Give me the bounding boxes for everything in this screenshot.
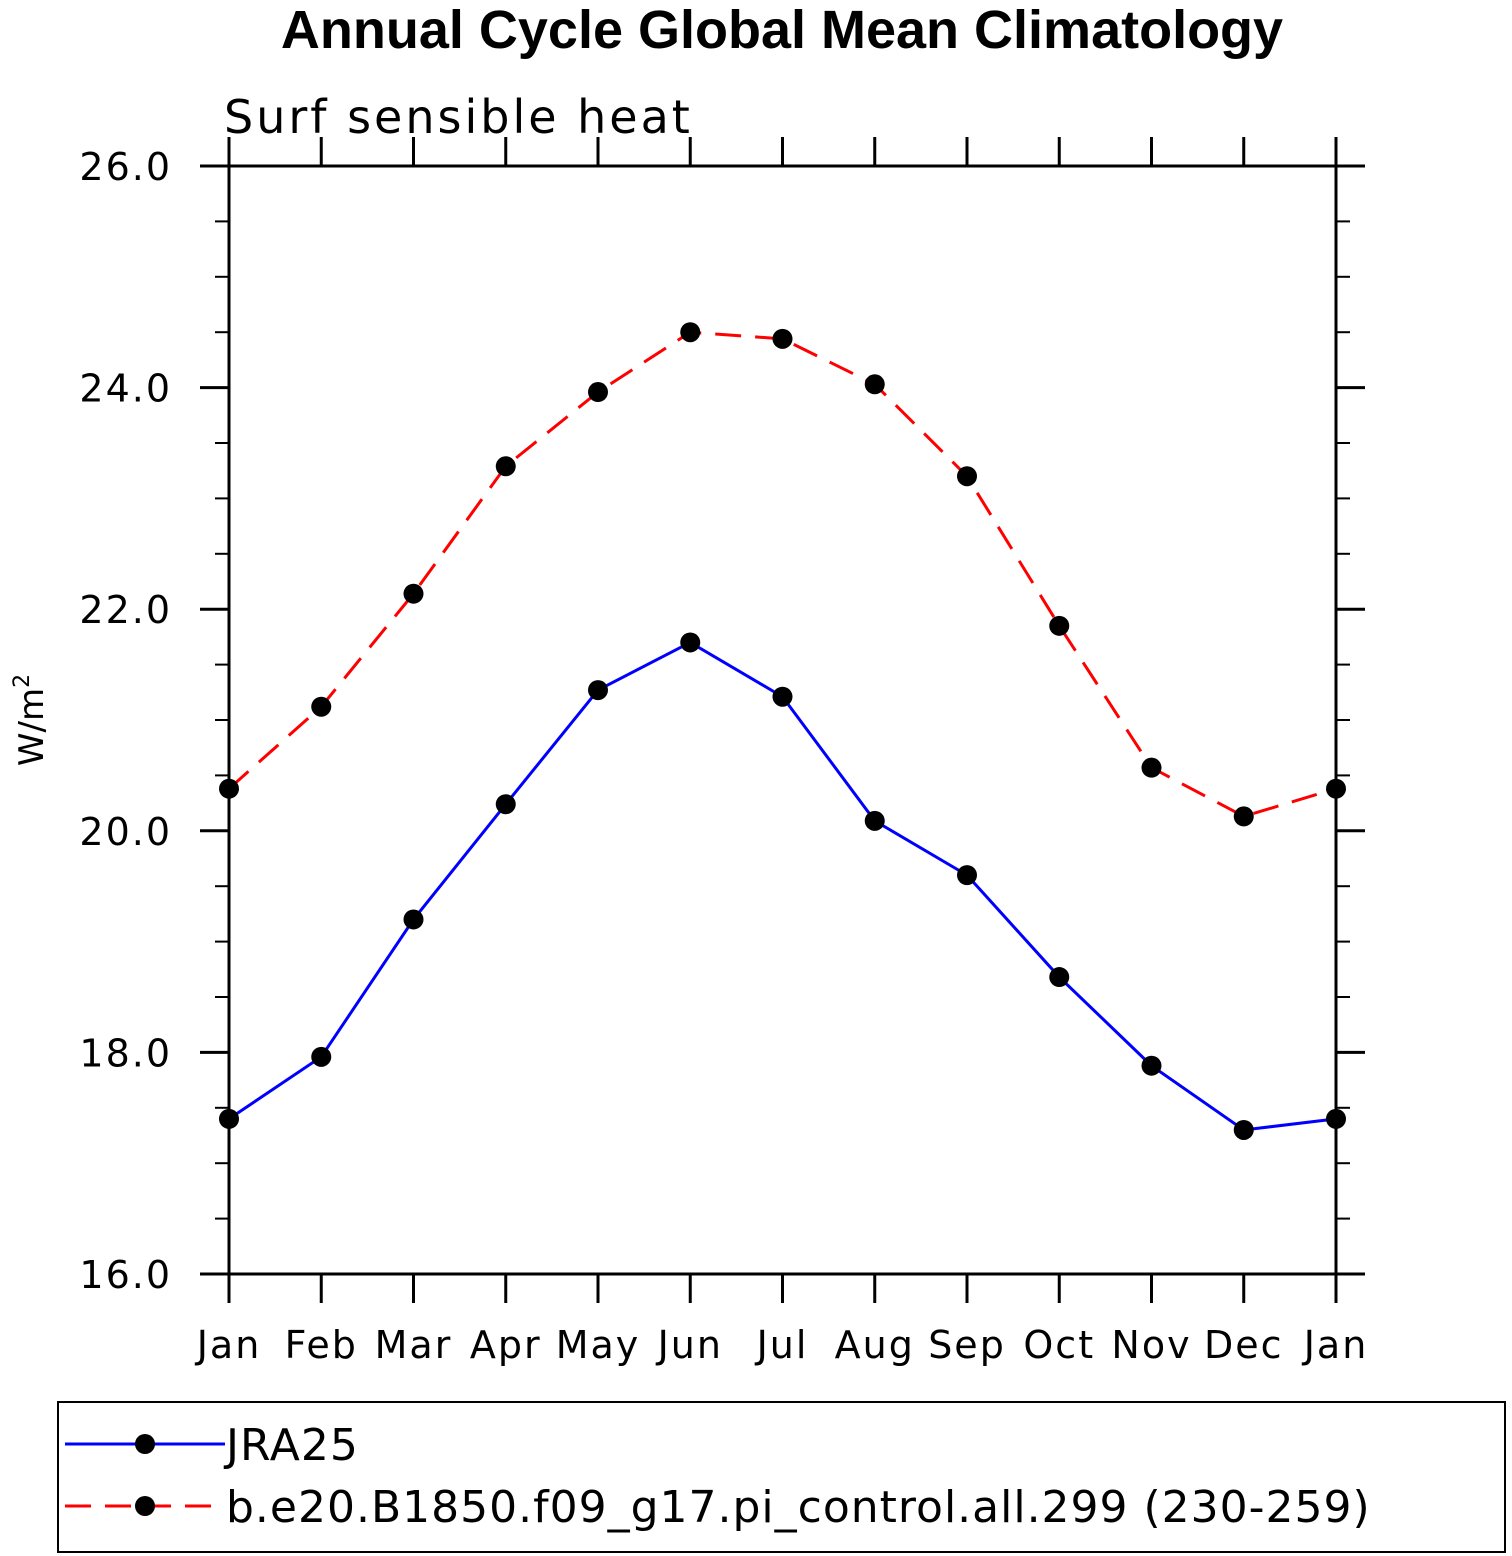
x-tick-label: Oct — [1023, 1323, 1095, 1367]
series-line-1 — [228, 640, 1337, 1132]
y-axis-unit: W/m — [12, 688, 52, 766]
x-tick-label: Jun — [656, 1323, 723, 1367]
chart-title: Annual Cycle Global Mean Climatology — [281, 0, 1283, 60]
series-2-point — [957, 466, 977, 487]
x-tick-label: Aug — [835, 1323, 915, 1367]
series-1-point — [311, 1046, 332, 1067]
series-2-point — [403, 583, 424, 604]
x-tick-labels: Jan Feb Mar Apr May Jun Jul Aug Sep Oct Nov Dec Jan — [195, 1323, 1369, 1367]
series-2-point — [1326, 778, 1346, 799]
series-1-point — [403, 909, 424, 930]
x-tick-label: Jan — [195, 1323, 262, 1367]
series-line-2 — [228, 330, 1337, 819]
series-group — [219, 322, 1346, 1140]
x-tick-label: Feb — [285, 1323, 358, 1367]
series-1-point — [1049, 967, 1070, 988]
x-tick-label: Sep — [928, 1323, 1006, 1367]
y-tick-label: 24.0 — [79, 367, 172, 411]
series-2-point — [1049, 615, 1070, 636]
x-tick-label: Apr — [470, 1323, 542, 1367]
y-axis-label: W/m2 — [10, 674, 52, 766]
x-tick-label: Jul — [755, 1323, 809, 1367]
y-tick-label: 20.0 — [79, 810, 172, 854]
x-tick-label: Mar — [375, 1323, 453, 1367]
axis-ticks — [200, 137, 1365, 1303]
x-tick-label: May — [556, 1323, 641, 1367]
chart-subtitle: Surf sensible heat — [224, 90, 693, 144]
y-tick-label: 18.0 — [79, 1031, 172, 1075]
series-1-point — [680, 632, 701, 653]
y-tick-label: 26.0 — [79, 145, 172, 189]
y-tick-label: 16.0 — [79, 1253, 172, 1297]
series-1-point — [495, 794, 516, 815]
series-2-point — [864, 374, 885, 395]
series-2-point — [219, 778, 239, 799]
x-tick-label: Jan — [1302, 1323, 1369, 1367]
series-2-point — [495, 456, 516, 477]
series-2-point — [1141, 757, 1162, 778]
svg-text:W/m2: W/m2 — [10, 674, 52, 766]
legend-label: JRA25 — [223, 1420, 359, 1471]
series-2-point — [588, 382, 608, 403]
legend-swatch-marker — [135, 1434, 155, 1454]
series-1-point — [1141, 1055, 1162, 1076]
legend-box — [57, 1401, 1506, 1553]
series-1-point — [219, 1108, 239, 1129]
x-tick-label: Nov — [1111, 1323, 1191, 1367]
y-tick-labels: 16.0 18.0 20.0 22.0 24.0 26.0 — [79, 145, 172, 1297]
legend: JRA25 b.e20.B1850.f09_g17.pi_control.all.… — [65, 1420, 1371, 1533]
y-tick-label: 22.0 — [79, 588, 172, 632]
series-1-point — [1233, 1119, 1254, 1140]
series-1-point — [864, 810, 885, 831]
series-1-point — [957, 865, 977, 886]
series-1-point — [1326, 1108, 1346, 1129]
series-1-point — [772, 686, 793, 707]
y-axis-unit-exponent: 2 — [10, 674, 35, 688]
series-2-point — [680, 322, 701, 343]
series-2-point — [1233, 806, 1254, 827]
series-1-point — [588, 680, 608, 701]
legend-label: b.e20.B1850.f09_g17.pi_control.all.299 (… — [226, 1482, 1371, 1533]
series-2-point — [772, 328, 793, 349]
x-tick-label: Dec — [1204, 1323, 1284, 1367]
series-2-point — [311, 696, 332, 717]
legend-swatch-marker — [135, 1496, 155, 1516]
